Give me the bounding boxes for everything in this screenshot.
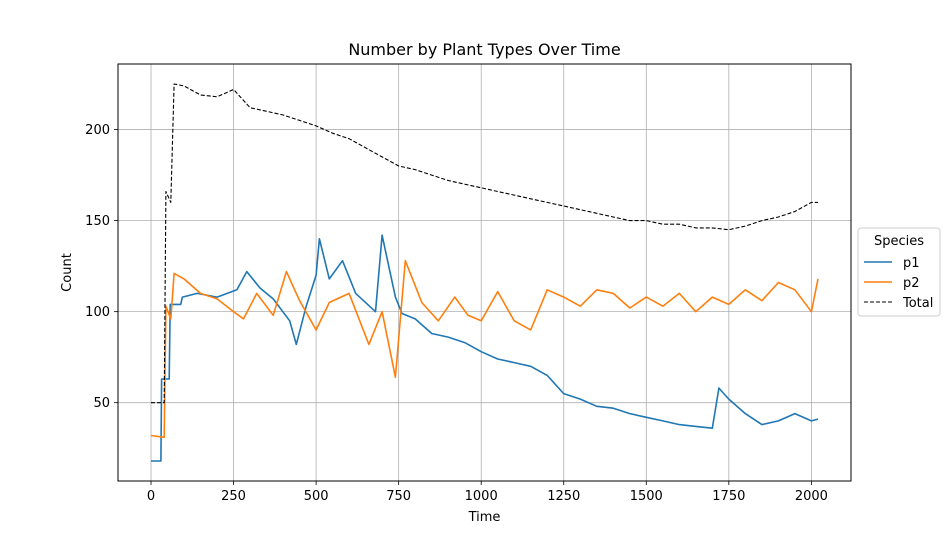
legend-label-p1: p1: [903, 256, 920, 271]
series-line-p1: [151, 234, 819, 462]
legend: Species p1 p2 Total: [857, 227, 941, 317]
x-tick-label: 250: [221, 489, 246, 504]
x-tick-label: 1000: [465, 489, 498, 504]
chart-title: Number by Plant Types Over Time: [348, 40, 620, 59]
legend-entries: p1 p2 Total: [864, 256, 933, 311]
legend-box: [857, 227, 941, 317]
y-tick-label: 150: [85, 214, 110, 229]
legend-label-p2: p2: [903, 276, 920, 291]
x-tick-label: 1500: [630, 489, 663, 504]
y-axis-label: Count: [60, 253, 75, 292]
x-tick-label: 500: [304, 489, 329, 504]
series-lines: [150, 83, 819, 462]
series-line-total: [151, 83, 818, 404]
legend-label-total: Total: [902, 296, 933, 311]
x-axis-label: Time: [468, 510, 501, 525]
y-tick-label: 200: [85, 123, 110, 138]
x-tick-label: 1750: [712, 489, 745, 504]
x-tick-label: 1250: [547, 489, 580, 504]
x-tick-label: 0: [147, 489, 155, 504]
y-tick-label: 100: [85, 305, 110, 320]
y-tick-label: 50: [93, 396, 110, 411]
plot-frame: [117, 63, 852, 482]
axis-ticks: 0 250 500 750 1000 1250 1500 1750 2000 50 100 150 20…: [85, 123, 828, 504]
grid-lines: [118, 64, 851, 481]
x-tick-label: 2000: [795, 489, 828, 504]
series-line-p2: [150, 259, 819, 439]
x-tick-label: 750: [386, 489, 411, 504]
legend-title: Species: [874, 234, 924, 249]
